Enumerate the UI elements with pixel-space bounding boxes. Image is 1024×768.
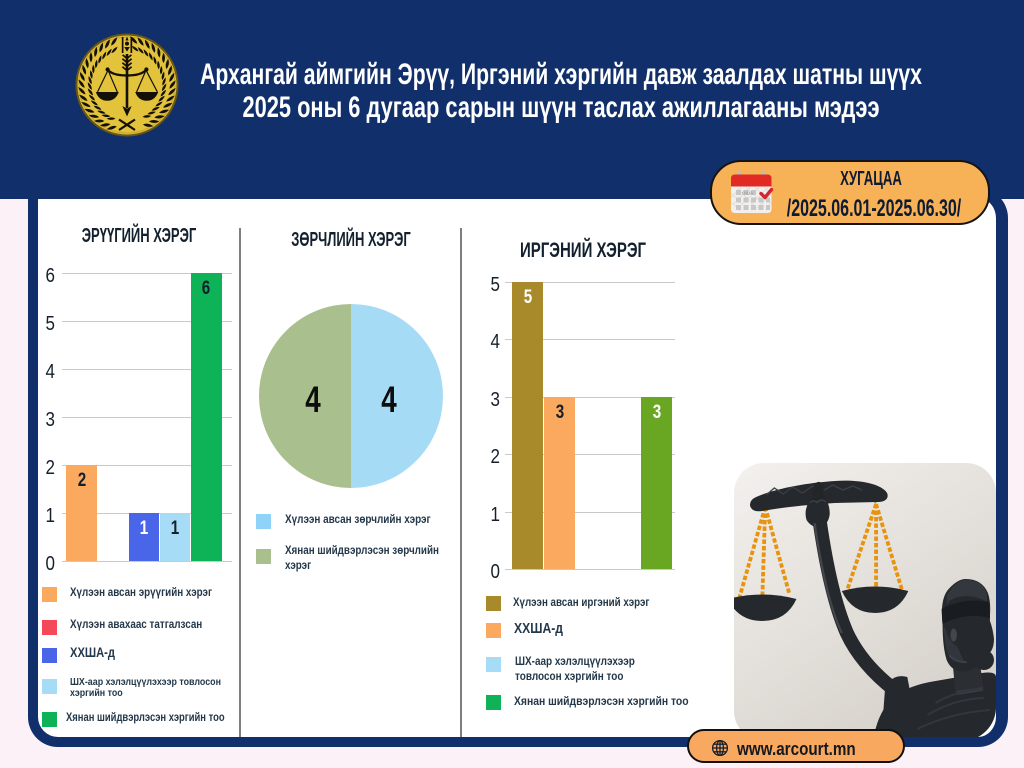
svg-text:ОША: ОША	[742, 191, 754, 196]
